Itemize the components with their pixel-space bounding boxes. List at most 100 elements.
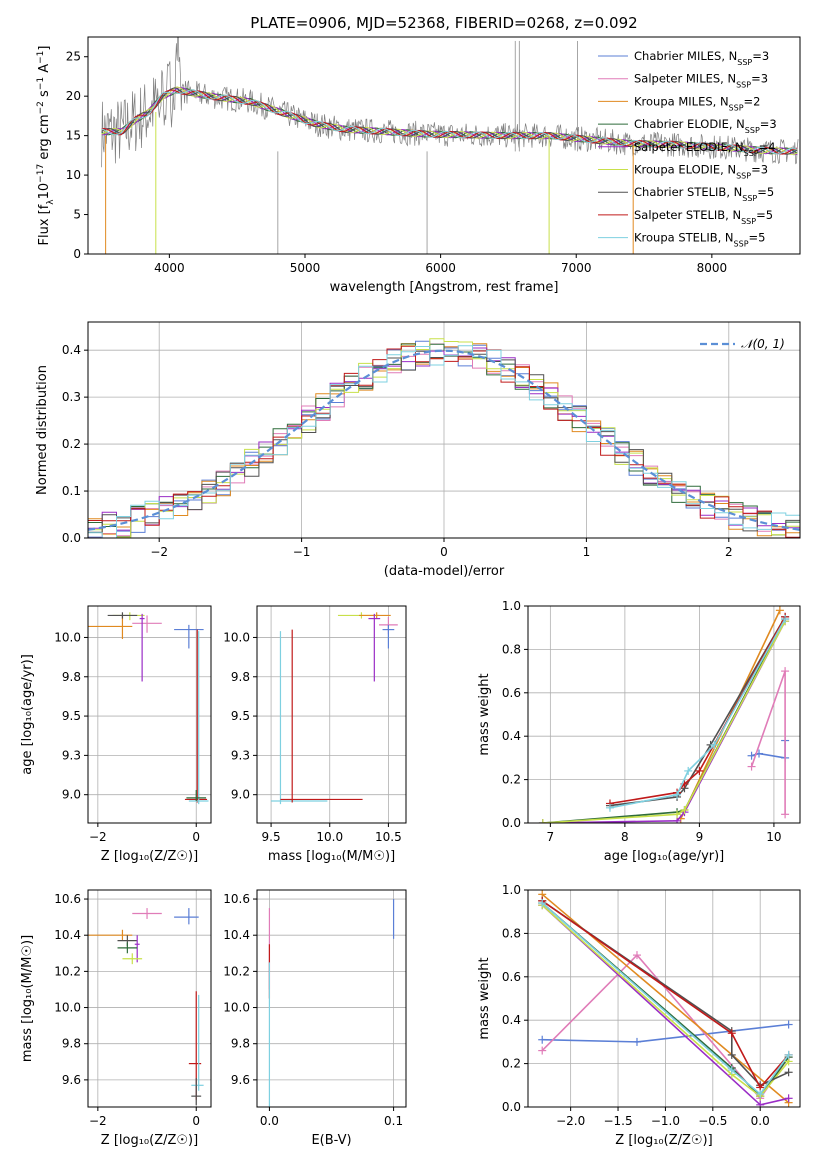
legend-entry-n: =3 bbox=[752, 49, 769, 63]
legend-entry-name: Salpeter STELIB, N bbox=[634, 208, 741, 222]
y-tick-label: 9.3 bbox=[231, 748, 250, 762]
y-tick-label: 0.4 bbox=[62, 343, 81, 357]
x-axis-label: (data-model)/error bbox=[384, 564, 505, 579]
y-tick-label: 9.6 bbox=[62, 1073, 81, 1087]
x-tick-label: −2 bbox=[89, 1114, 107, 1128]
y-axis-label-part: −17 bbox=[36, 164, 46, 183]
x-tick-label: 0 bbox=[192, 830, 200, 844]
x-tick-label: 8000 bbox=[697, 261, 728, 275]
model-spectrum-line bbox=[101, 89, 798, 155]
x-tick-label: 10.0 bbox=[316, 830, 343, 844]
errorbar-point bbox=[191, 1078, 202, 1106]
x-axis-label: Z [log₁₀(Z/Z☉)] bbox=[101, 1133, 198, 1148]
y-tick-label: 5 bbox=[73, 208, 81, 222]
y-tick-label: 9.5 bbox=[231, 709, 250, 723]
legend-entry: Salpeter ELODIE, NSSP=4 bbox=[634, 140, 776, 158]
y-tick-label: 10.0 bbox=[223, 1001, 250, 1015]
legend-entry-sub: SSP bbox=[737, 58, 752, 67]
y-tick-label: 10.0 bbox=[54, 1001, 81, 1015]
y-tick-label: 1.0 bbox=[502, 883, 521, 897]
x-tick-label: −2 bbox=[89, 830, 107, 844]
x-tick-label: 0.0 bbox=[751, 1114, 770, 1128]
y-tick-label: 10.2 bbox=[223, 964, 250, 978]
errorbar-point bbox=[271, 631, 328, 805]
x-tick-label: −2.0 bbox=[556, 1114, 585, 1128]
y-tick-label: 10.0 bbox=[223, 630, 250, 644]
line-plot-area bbox=[538, 606, 790, 823]
x-axis-label: mass [log₁₀(M/M☉)] bbox=[268, 849, 395, 864]
errorbar-plot-area bbox=[268, 899, 395, 1107]
errorbar-point bbox=[174, 908, 199, 925]
axes-frame bbox=[87, 36, 801, 255]
x-tick-label: 2 bbox=[725, 545, 733, 559]
y-tick-label: 0.1 bbox=[62, 484, 81, 498]
residuals-plot-area bbox=[88, 338, 800, 538]
y-tick-label: 25 bbox=[66, 50, 81, 64]
x-tick-label: 9 bbox=[696, 830, 704, 844]
errorbar-point bbox=[280, 629, 363, 803]
errorbar-point bbox=[174, 624, 204, 649]
errorbar-point bbox=[139, 613, 145, 682]
series-line bbox=[542, 620, 786, 823]
errorbar-point bbox=[117, 942, 138, 954]
legend-entry-sub: SSP bbox=[744, 148, 759, 157]
legend-entry: Chabrier MILES, NSSP=3 bbox=[634, 49, 769, 67]
y-axis-label: mass weight bbox=[477, 673, 492, 755]
legend-entry-n: =3 bbox=[751, 163, 768, 177]
x-axis-label: E(B-V) bbox=[311, 1133, 351, 1148]
y-tick-label: 10.0 bbox=[54, 630, 81, 644]
plot-layer: 4000 5000 6000 7000 80000510152025wavelength… bbox=[20, 36, 801, 1148]
y-axis-label-part: −1 bbox=[36, 77, 46, 90]
y-axis-label-part: −2 bbox=[36, 101, 46, 114]
chart-age-vs-Z: −2 0 9.0 9.3 9.5 9.8 10.0 Z [log₁₀(Z/Z☉)] age [l… bbox=[20, 605, 212, 864]
y-tick-label: 10.4 bbox=[223, 928, 250, 942]
errorbar-point bbox=[191, 994, 204, 1091]
axes-frame bbox=[527, 605, 801, 824]
y-tick-label: 0.8 bbox=[502, 642, 521, 656]
y-axis-label: Normed distribution bbox=[35, 365, 50, 495]
legend-entry: Kroupa MILES, NSSP=2 bbox=[634, 94, 760, 112]
series-line bbox=[609, 616, 786, 805]
legend-entry: Salpeter STELIB, NSSP=5 bbox=[634, 208, 773, 226]
chart-mass-vs-Z: −2 0 9.6 9.8 10.0 10.2 10.4 10.6 Z [log₁₀(Z/Z☉)]… bbox=[20, 889, 212, 1148]
errorbar-point bbox=[188, 631, 209, 805]
y-tick-label: 0.2 bbox=[502, 773, 521, 787]
legend-entry-name: Kroupa MILES, N bbox=[634, 94, 729, 108]
chart-mass-weight-vs-age: 7 8 9 10 0.0 0.2 0.4 0.6 0.8 1.0 age [log₁₀(age/yr… bbox=[477, 599, 801, 864]
legend-entry-sub: SSP bbox=[745, 126, 760, 135]
legend-entry-n: =2 bbox=[744, 94, 761, 108]
model-spectrum-line bbox=[101, 86, 798, 155]
errorbar-point bbox=[107, 612, 138, 619]
errorbar-plot-area bbox=[271, 612, 398, 805]
errorbar-point bbox=[122, 953, 143, 965]
y-tick-label: 10.4 bbox=[54, 928, 81, 942]
x-tick-label: −1 bbox=[293, 545, 311, 559]
errorbar-point bbox=[368, 613, 381, 682]
legend-entry: Chabrier STELIB, NSSP=5 bbox=[634, 185, 774, 203]
line-plot-area bbox=[538, 890, 793, 1107]
x-tick-label: 10.5 bbox=[375, 830, 402, 844]
x-tick-label: 9.5 bbox=[262, 830, 281, 844]
y-tick-label: 0.0 bbox=[502, 816, 521, 830]
chart-residuals: −2 −1 0 1 2 0.0 0.1 0.2 0.3 0.4 (data-model)/error… bbox=[35, 321, 801, 579]
y-tick-label: 0.4 bbox=[502, 729, 521, 743]
y-axis-label-part: ] bbox=[37, 46, 52, 51]
y-tick-label: 1.0 bbox=[502, 599, 521, 613]
x-axis-label: Z [log₁₀(Z/Z☉)] bbox=[101, 849, 198, 864]
x-tick-label: 1 bbox=[583, 545, 591, 559]
legend-entry-sub: SSP bbox=[742, 194, 757, 203]
errorbar-point bbox=[186, 789, 207, 801]
x-tick-label: 7000 bbox=[561, 261, 592, 275]
chart-age-vs-mass: 9.5 10.0 10.5 9.0 9.3 9.5 9.8 10.0 mass [log₁₀(M… bbox=[223, 605, 407, 864]
y-axis-label-part: 10 bbox=[37, 183, 52, 200]
legend-entry-n: =3 bbox=[751, 72, 768, 86]
x-axis-label: Z [log₁₀(Z/Z☉)] bbox=[615, 1133, 712, 1148]
x-tick-label: −0.5 bbox=[698, 1114, 727, 1128]
y-axis-label: mass weight bbox=[477, 957, 492, 1039]
y-axis-label: mass [log₁₀(M/M☉)] bbox=[20, 935, 35, 1062]
legend-entry: Kroupa STELIB, NSSP=5 bbox=[634, 231, 765, 249]
y-tick-label: 9.5 bbox=[62, 709, 81, 723]
y-axis-label-part: −1 bbox=[36, 51, 46, 64]
